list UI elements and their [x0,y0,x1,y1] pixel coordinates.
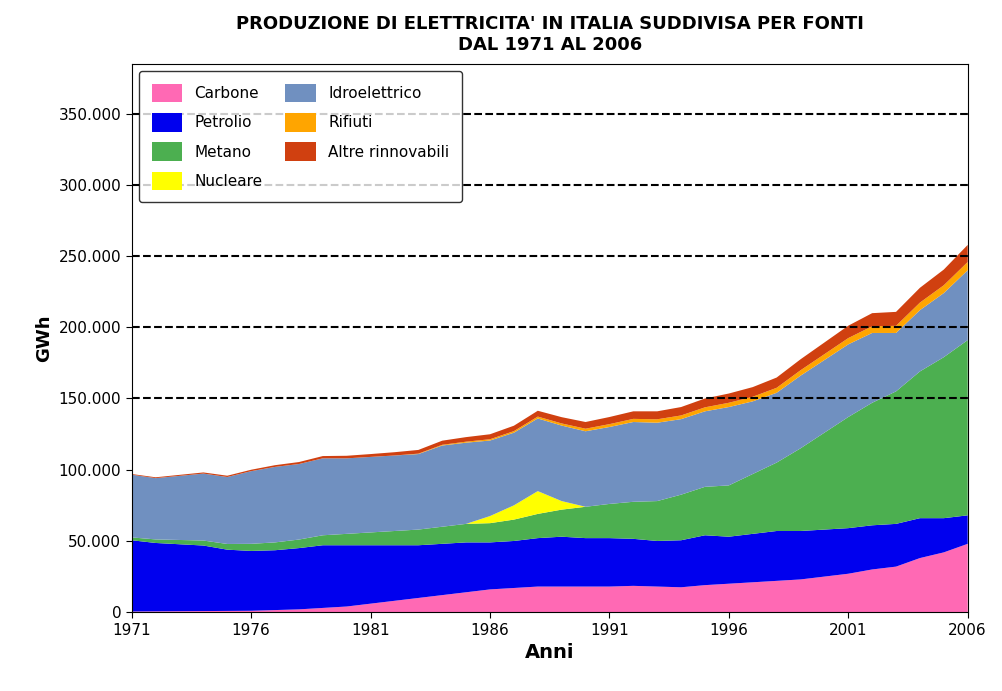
Y-axis label: GWh: GWh [35,314,53,361]
X-axis label: Anni: Anni [525,643,574,662]
Title: PRODUZIONE DI ELETTRICITA' IN ITALIA SUDDIVISA PER FONTI
DAL 1971 AL 2006: PRODUZIONE DI ELETTRICITA' IN ITALIA SUD… [235,15,864,54]
Legend: Carbone, Petrolio, Metano, Nucleare, Idroelettrico, Rifiuti, Altre rinnovabili: Carbone, Petrolio, Metano, Nucleare, Idr… [139,71,462,202]
